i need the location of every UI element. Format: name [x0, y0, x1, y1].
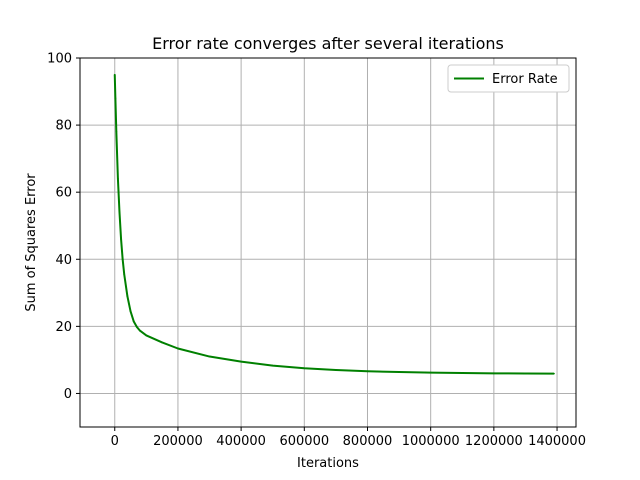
data-point: [208, 355, 211, 358]
data-point: [303, 367, 306, 370]
data-point: [461, 372, 464, 374]
data-point: [132, 320, 135, 323]
data-point: [524, 372, 527, 375]
data-point: [115, 130, 118, 133]
data-point: [135, 326, 138, 328]
y-tick-label: 20: [55, 320, 72, 335]
x-tick-label: 400000: [216, 434, 266, 449]
data-point: [240, 360, 243, 363]
x-tick-label: 1400000: [528, 434, 586, 449]
data-point: [126, 295, 129, 298]
data-point: [271, 364, 274, 367]
data-point: [145, 334, 148, 337]
data-point: [161, 341, 164, 344]
data-point: [114, 97, 117, 100]
data-point: [552, 372, 555, 375]
x-tick-label: 200000: [153, 434, 203, 449]
data-point: [429, 371, 432, 374]
data-point: [120, 238, 122, 241]
x-tick-label: 800000: [343, 434, 393, 449]
y-tick-label: 40: [55, 253, 72, 268]
data-point: [398, 371, 400, 373]
data-point: [139, 329, 141, 332]
data-point: [129, 310, 132, 313]
axis-ticks: 0 200000 400000 600000 800000 1000000 1200000 1…: [47, 52, 586, 450]
data-point: [177, 347, 179, 350]
data-point: [123, 273, 126, 276]
x-axis-label: Iterations: [297, 456, 359, 471]
legend: Error Rate: [447, 64, 570, 93]
data-point: [366, 370, 369, 373]
data-point: [492, 372, 495, 375]
data-point: [335, 369, 337, 371]
y-tick-label: 60: [55, 186, 72, 201]
y-tick-label: 100: [47, 52, 72, 67]
y-axis-label: Sum of Squares Error: [24, 173, 39, 312]
x-tick-label: 0: [111, 434, 119, 449]
data-point: [118, 211, 121, 214]
data-point: [121, 258, 124, 261]
series-line-0: [113, 74, 554, 375]
data-point: [113, 73, 116, 76]
legend-box: [447, 64, 570, 93]
x-tick-label: 1200000: [465, 434, 523, 449]
data-point: [117, 177, 119, 180]
x-tick-label: 1000000: [402, 434, 460, 449]
chart-title: Error rate converges after several itera…: [152, 34, 504, 53]
plot-frame: [79, 57, 577, 428]
legend-label: Error Rate: [492, 72, 558, 87]
x-tick-label: 600000: [279, 434, 329, 449]
y-tick-label: 0: [64, 387, 72, 402]
y-tick-label: 80: [55, 119, 72, 134]
series-layer: [113, 73, 555, 375]
